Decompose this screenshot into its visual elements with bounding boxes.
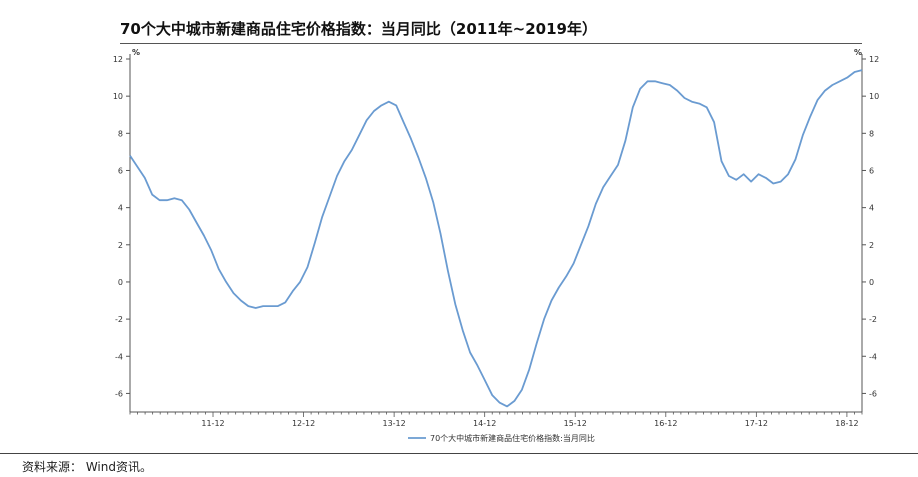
y-tick-label-left: 0: [118, 278, 123, 287]
source-note: 资料来源： Wind资讯。: [22, 460, 152, 474]
x-tick-label: 14-12: [473, 419, 496, 428]
y-tick-label-right: 10: [869, 92, 879, 101]
y-tick-label-left: -6: [115, 389, 123, 398]
y-tick-label-right: 2: [869, 241, 874, 250]
y-tick-label-left: 8: [118, 129, 123, 138]
y-unit-left: %: [132, 48, 140, 57]
y-tick-label-left: -4: [115, 352, 123, 361]
x-tick-label: 16-12: [654, 419, 677, 428]
plot-area: % % 12 12 10 10 8 8 6 6 4 4 2 2 0 0 -2 -2 -4 -4 -6 -6 11-12 12-…: [113, 48, 879, 443]
y-tick-label-right: -6: [869, 389, 877, 398]
x-tick-label: 12-12: [292, 419, 315, 428]
y-tick-label-left: 2: [118, 241, 123, 250]
y-tick-label-left: 10: [113, 92, 123, 101]
y-tick-label-left: 12: [113, 55, 123, 64]
y-tick-label-right: 12: [869, 55, 879, 64]
y-tick-label-right: 4: [869, 204, 874, 213]
chart-title: 70个大中城市新建商品住宅价格指数：当月同比（2011年~2019年）: [120, 20, 597, 38]
y-unit-right: %: [854, 48, 862, 57]
y-tick-label-left: -2: [115, 315, 123, 324]
x-tick-label: 11-12: [201, 419, 224, 428]
y-tick-label-right: 0: [869, 278, 874, 287]
title-divider: [120, 43, 862, 44]
x-tick-label: 17-12: [745, 419, 768, 428]
series-line: [129, 69, 863, 408]
x-tick-label: 15-12: [564, 419, 587, 428]
source-divider: [0, 453, 918, 454]
x-tick-label: 18-12: [835, 419, 858, 428]
y-tick-label-left: 4: [118, 204, 123, 213]
y-tick-label-right: -4: [869, 352, 877, 361]
x-tick-label: 13-12: [382, 419, 405, 428]
y-tick-label-right: 6: [869, 166, 874, 175]
y-tick-label-left: 6: [118, 166, 123, 175]
legend-label: 70个大中城市新建商品住宅价格指数:当月同比: [430, 433, 595, 443]
y-tick-label-right: 8: [869, 129, 874, 138]
y-tick-label-right: -2: [869, 315, 877, 324]
